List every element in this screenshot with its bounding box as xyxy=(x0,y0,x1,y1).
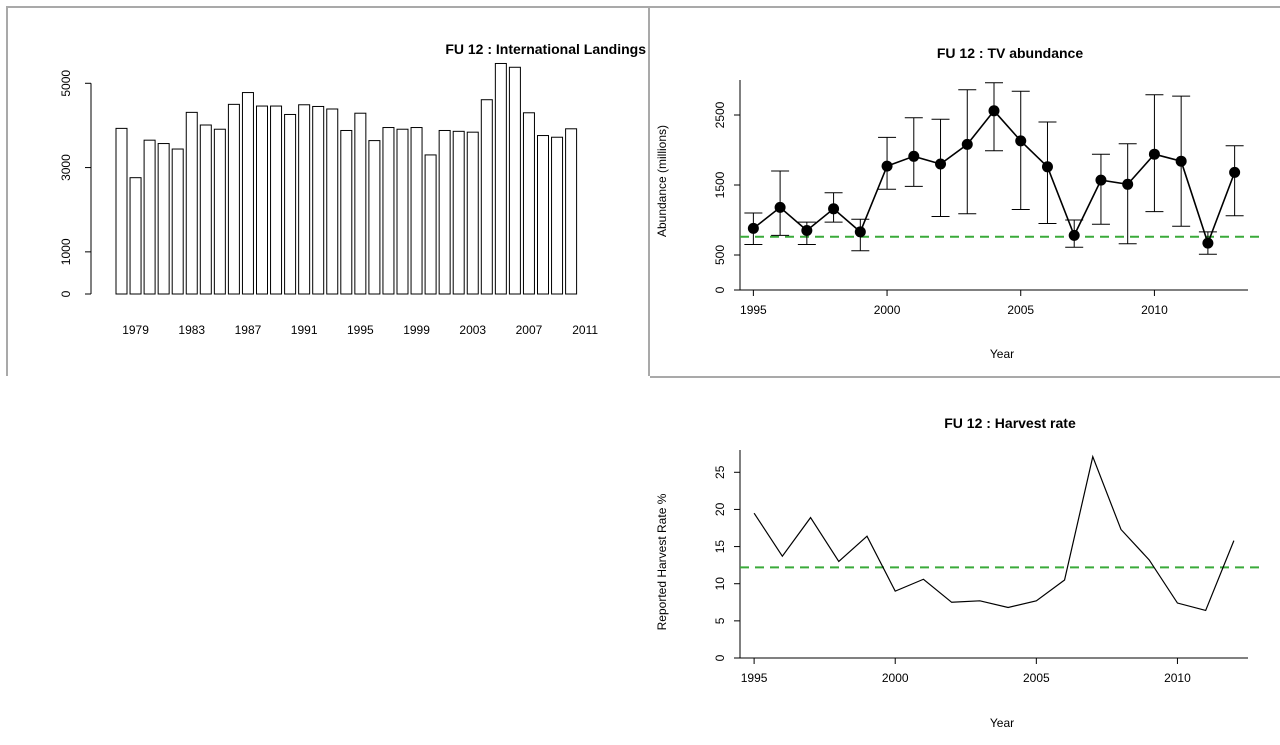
landings-bar-1980 xyxy=(143,139,156,295)
abundance-point-2008 xyxy=(1095,174,1107,186)
landings-bar-1989 xyxy=(270,105,283,295)
landings-y-tick-label: 3000 xyxy=(59,154,73,181)
abundance-x-axis-label: Year xyxy=(990,347,1014,361)
landings-x-tick-label: 1983 xyxy=(178,323,205,337)
abundance-point-2002 xyxy=(935,158,947,170)
landings-y-tick-label: 5000 xyxy=(59,70,73,97)
landings-bar-1996 xyxy=(368,140,381,295)
abundance-point-1996 xyxy=(774,201,786,213)
abundance-point-2013 xyxy=(1229,166,1241,178)
abundance-chart-panel: FU 12 : TV abundance Year Abundance (mil… xyxy=(648,6,1280,378)
landings-bar-1993 xyxy=(326,108,339,295)
abundance-x-tick-label: 2010 xyxy=(1141,303,1168,317)
abundance-point-2003 xyxy=(961,138,973,150)
harvest-x-tick-label: 1995 xyxy=(741,671,768,685)
abundance-y-tick-label: 500 xyxy=(713,245,727,265)
landings-x-tick-label: 1987 xyxy=(235,323,262,337)
harvest-y-tick-label: 15 xyxy=(713,540,727,554)
harvest-x-tick-label: 2010 xyxy=(1164,671,1191,685)
harvest-series-line xyxy=(753,454,1235,612)
harvest-y-tick-label: 10 xyxy=(713,577,727,591)
abundance-point-2007 xyxy=(1068,229,1080,241)
landings-bar-2006 xyxy=(508,66,521,295)
landings-bar-1984 xyxy=(199,124,212,295)
landings-bar-2005 xyxy=(494,62,507,295)
abundance-chart: FU 12 : TV abundance Year Abundance (mil… xyxy=(655,45,1262,361)
landings-chart: FU 12 : International Landings 0 1000 3000… xyxy=(59,41,646,337)
landings-x-tick-label: 2003 xyxy=(459,323,486,337)
landings-x-tick-label: 2011 xyxy=(572,323,598,337)
landings-bar-1985 xyxy=(213,128,226,295)
abundance-point-2000 xyxy=(881,160,893,172)
abundance-y-tick-label: 1500 xyxy=(713,171,727,198)
landings-x-tick-label: 1995 xyxy=(347,323,374,337)
landings-bar-1995 xyxy=(354,112,367,295)
landings-chart-title: FU 12 : International Landings xyxy=(445,41,646,57)
abundance-point-2005 xyxy=(1015,135,1027,147)
abundance-point-2009 xyxy=(1122,178,1134,190)
landings-bar-2008 xyxy=(537,135,549,295)
harvest-x-axis-label: Year xyxy=(990,716,1014,730)
abundance-point-2010 xyxy=(1148,148,1160,160)
landings-bar-1988 xyxy=(256,105,268,295)
empty-panel xyxy=(6,376,650,743)
landings-bar-1990 xyxy=(284,113,297,295)
landings-y-tick-label: 1000 xyxy=(59,238,73,265)
harvest-y-tick-label: 5 xyxy=(713,617,727,624)
landings-bar-1991 xyxy=(298,104,311,295)
abundance-point-1995 xyxy=(747,222,759,234)
landings-x-tick-label: 2007 xyxy=(516,323,543,337)
landings-bar-1978 xyxy=(115,127,128,295)
landings-bar-1987 xyxy=(241,92,254,295)
harvest-chart: FU 12 : Harvest rate Year Reported Harve… xyxy=(655,415,1262,730)
landings-chart-panel: FU 12 : International Landings 0 1000 3000… xyxy=(6,6,650,378)
abundance-x-tick-label: 2000 xyxy=(874,303,901,317)
abundance-point-1999 xyxy=(854,226,866,238)
harvest-y-axis-label: Reported Harvest Rate % xyxy=(655,493,669,630)
abundance-point-1998 xyxy=(828,203,840,215)
harvest-y-tick-label: 25 xyxy=(713,465,727,479)
landings-bar-2003 xyxy=(466,131,479,295)
abundance-point-2004 xyxy=(988,105,1000,117)
landings-y-tick-label: 0 xyxy=(59,290,73,297)
landings-bar-2001 xyxy=(438,129,451,295)
landings-bar-1981 xyxy=(157,143,170,295)
landings-bar-1992 xyxy=(312,105,325,295)
landings-bar-1999 xyxy=(410,127,423,295)
landings-bar-2007 xyxy=(522,112,535,295)
landings-bar-2010 xyxy=(565,128,578,295)
harvest-y-tick-label: 20 xyxy=(713,502,727,516)
abundance-point-2006 xyxy=(1041,161,1053,173)
harvest-chart-panel: FU 12 : Harvest rate Year Reported Harve… xyxy=(648,376,1280,743)
harvest-chart-title: FU 12 : Harvest rate xyxy=(944,415,1076,431)
landings-bar-2004 xyxy=(480,99,493,295)
landings-bar-1979 xyxy=(129,177,142,295)
abundance-x-tick-label: 1995 xyxy=(740,303,767,317)
abundance-y-axis-label: Abundance (millions) xyxy=(655,125,669,237)
landings-x-tick-label: 1979 xyxy=(122,323,149,337)
harvest-x-tick-label: 2005 xyxy=(1023,671,1050,685)
landings-bar-2009 xyxy=(551,136,564,295)
abundance-point-2011 xyxy=(1175,155,1187,167)
abundance-y-tick-label: 2500 xyxy=(713,101,727,128)
harvest-x-tick-label: 2000 xyxy=(882,671,909,685)
abundance-point-1997 xyxy=(801,225,813,236)
abundance-x-tick-label: 2005 xyxy=(1007,303,1034,317)
abundance-point-2001 xyxy=(908,150,920,162)
landings-bar-2002 xyxy=(452,130,465,295)
landings-bar-1986 xyxy=(227,103,240,295)
landings-bar-1998 xyxy=(396,128,409,295)
abundance-point-2012 xyxy=(1202,237,1214,249)
landings-bar-1983 xyxy=(185,111,198,295)
harvest-y-tick-label: 0 xyxy=(713,654,727,661)
landings-x-tick-label: 1999 xyxy=(403,323,430,337)
abundance-y-tick-label: 0 xyxy=(713,286,727,293)
landings-bar-1982 xyxy=(171,148,184,295)
landings-bar-1994 xyxy=(340,129,353,295)
landings-bar-1997 xyxy=(382,127,395,295)
landings-x-tick-label: 1991 xyxy=(291,323,318,337)
landings-bar-2000 xyxy=(424,154,437,295)
abundance-chart-title: FU 12 : TV abundance xyxy=(937,45,1083,61)
